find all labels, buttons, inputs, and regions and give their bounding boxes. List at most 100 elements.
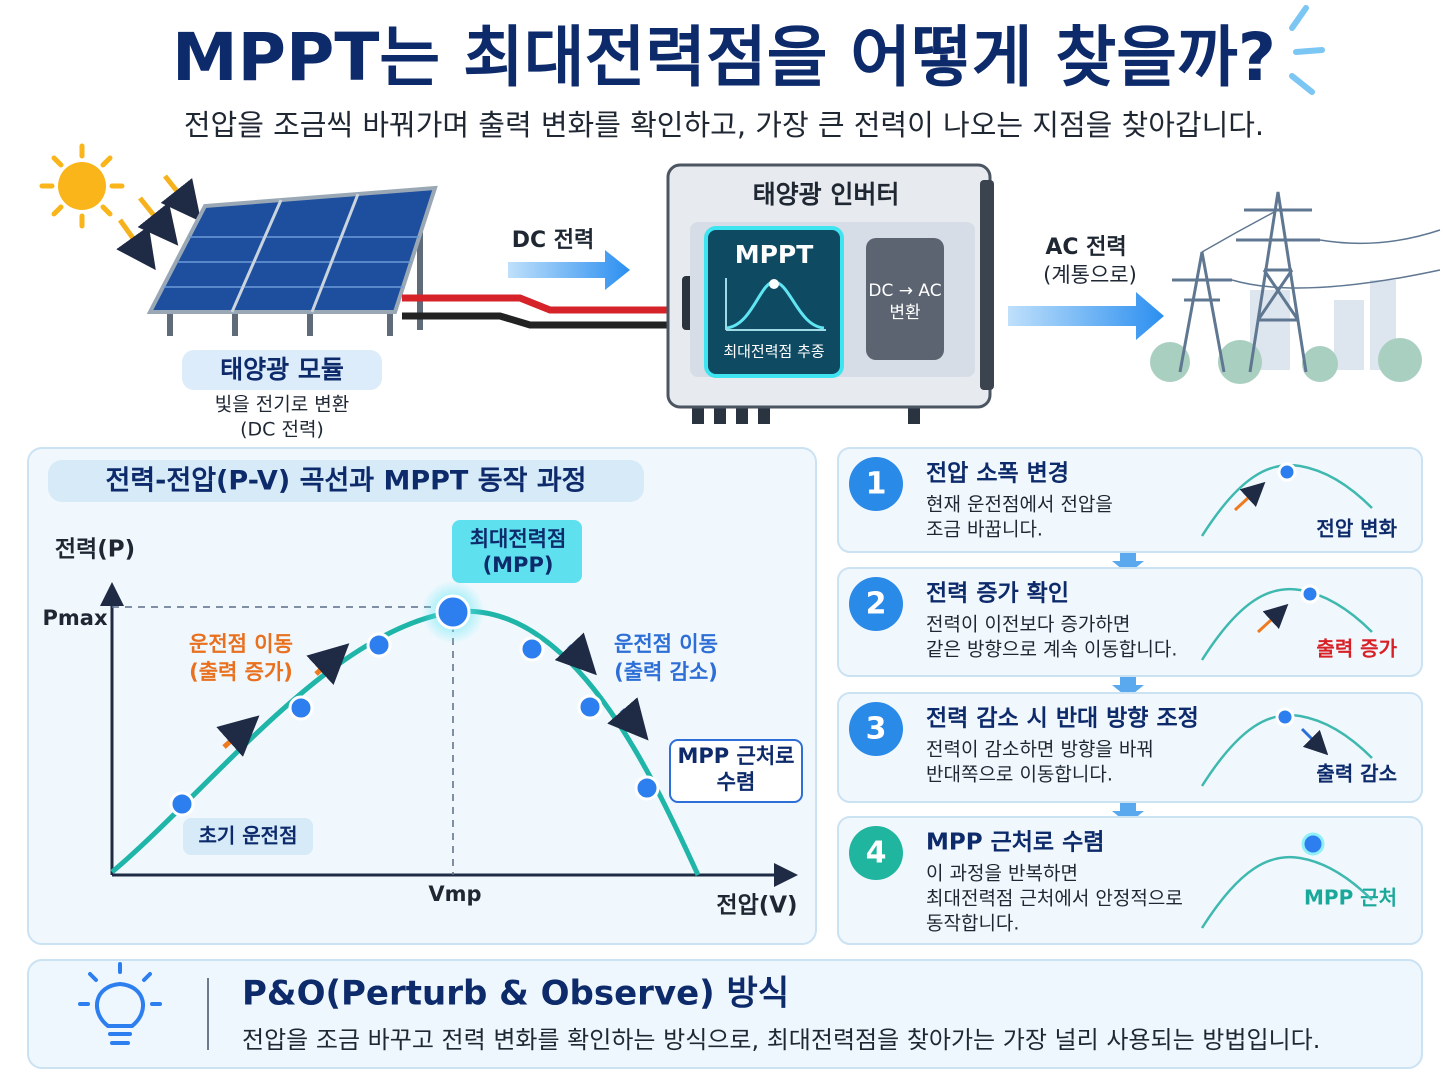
start-label: 초기 운전점 <box>199 824 298 848</box>
step-desc: 이 과정을 반복하면 <box>926 863 1078 885</box>
step-number: 3 <box>866 712 887 747</box>
mini-arrow <box>1233 481 1266 512</box>
grid-towers <box>1150 191 1441 384</box>
grid-towers-part-part <box>1334 300 1364 370</box>
cables-part <box>402 312 672 329</box>
step-connector <box>1112 803 1144 824</box>
cables <box>402 294 672 329</box>
curve-title: 전력-전압(P-V) 곡선과 MPPT 동작 과정 <box>105 466 586 497</box>
curve-panel-part <box>452 520 582 583</box>
curve-panel-part <box>669 739 803 803</box>
subtitle: 전압을 조금씩 바꿔가며 출력 변화를 확인하고, 가장 큰 전력이 나오는 지… <box>184 108 1264 142</box>
inverter-part <box>769 279 779 289</box>
inverter-part <box>704 226 844 378</box>
mini-curve <box>1200 463 1373 537</box>
bulb-icon-part <box>142 972 152 982</box>
mini-curve <box>1200 855 1373 929</box>
module-desc: 빛을 전기로 변환 <box>215 394 349 416</box>
step-desc: 전력이 감소하면 방향을 바꿔 <box>926 739 1154 761</box>
mppt-label: MPPT <box>735 240 814 269</box>
sun-part <box>58 162 106 210</box>
curve-panel-part <box>48 460 644 502</box>
up-arrows-part <box>216 715 260 757</box>
down-label: 운전점 이동 <box>614 632 718 656</box>
vmp-label: Vmp <box>428 882 481 906</box>
step-title: MPP 근처로 수렴 <box>926 830 1104 856</box>
up-arrows <box>216 643 350 757</box>
grid-towers-part-part <box>1302 346 1338 382</box>
mppt-desc: 최대전력점 추종 <box>723 343 824 361</box>
step-card <box>837 447 1423 553</box>
mini-curve <box>1200 587 1373 661</box>
up-label: (출력 증가) <box>189 660 293 684</box>
step-card <box>837 816 1423 945</box>
step-number: 4 <box>866 836 887 871</box>
mini-point <box>1277 462 1297 482</box>
step-connector <box>1112 677 1144 698</box>
operating-points-part <box>519 636 545 662</box>
footer-title: P&O(Perturb & Observe) 방식 <box>242 974 789 1014</box>
sun-part <box>39 143 125 229</box>
sun-part-part <box>100 155 113 168</box>
step-title: 전압 소폭 변경 <box>926 461 1069 487</box>
sun <box>39 143 202 271</box>
pmax-label: Pmax <box>43 606 108 630</box>
step-card <box>837 567 1423 677</box>
ac-label: (계통으로) <box>1043 263 1137 287</box>
bulb-icon-part <box>88 972 98 982</box>
module-desc: (DC 전력) <box>240 419 324 441</box>
y-axis-label: 전력(P) <box>55 537 135 563</box>
cables-part <box>402 294 672 314</box>
curve-panel-part <box>183 818 313 855</box>
sun-part-part <box>160 174 202 222</box>
x-axis-label: 전압(V) <box>716 893 797 919</box>
module-label: 태양광 모듈 <box>220 355 344 384</box>
sun-part-part <box>100 204 113 217</box>
system: 태양광 모듈 빛을 전기로 변환 (DC 전력) DC 전력 태양광 인버터 M… <box>39 143 1441 441</box>
step-desc: 최대전력점 근처에서 안정적으로 <box>926 888 1183 910</box>
module-pill <box>182 350 382 390</box>
step-card <box>837 692 1423 803</box>
title-spark-part <box>1289 73 1315 95</box>
mini-point <box>1300 584 1320 604</box>
title: MPPT는 최대전력점을 어떻게 찾을까? <box>172 19 1276 96</box>
operating-points-part <box>577 694 603 720</box>
footer: P&O(Perturb & Observe) 방식 전압을 조금 바꾸고 전력 … <box>27 959 1423 1069</box>
title-spark-part <box>1289 5 1309 31</box>
dc-arrow <box>508 250 630 290</box>
converge-label: 수렴 <box>717 770 756 794</box>
operating-points-part <box>169 791 195 817</box>
grid-towers-part-part <box>1218 340 1262 384</box>
inverter-part <box>980 180 994 390</box>
mini-curve <box>1200 713 1373 787</box>
bulb-icon-part <box>95 981 145 1028</box>
footer-desc: 전압을 조금 바꾸고 전력 변화를 확인하는 방식으로, 최대전력점을 찾아가는… <box>242 1026 1320 1054</box>
solar-panel-part <box>146 185 438 314</box>
footer-part <box>27 959 1423 1069</box>
mini-point <box>1275 707 1295 727</box>
converter-label: 변환 <box>889 303 920 323</box>
step-title: 전력 감소 시 반대 방향 조정 <box>926 706 1199 732</box>
step-title: 전력 증가 확인 <box>926 581 1069 607</box>
inverter-title: 태양광 인버터 <box>753 180 900 209</box>
step-tag: 출력 감소 <box>1316 762 1397 786</box>
step-desc: 반대쪽으로 이동합니다. <box>926 764 1113 786</box>
mini-arrow <box>1300 727 1329 756</box>
step-badge <box>849 577 903 631</box>
inverter: 태양광 인버터 MPPT 최대전력점 추종 DC → AC 변환 <box>666 163 994 424</box>
mini-arrow <box>1256 603 1289 634</box>
sun-part <box>116 174 202 271</box>
sun-part-part <box>137 196 179 246</box>
mini-point <box>1301 832 1325 856</box>
down-label: (출력 감소) <box>614 660 718 684</box>
solar-panel <box>146 185 438 336</box>
solar-panel-part-part <box>310 193 360 313</box>
grid-towers-part <box>1172 191 1441 373</box>
step-badge <box>849 826 903 880</box>
title-spark <box>1289 5 1325 95</box>
grid-towers-part-part <box>1378 338 1422 382</box>
operating-points-part <box>366 632 392 658</box>
